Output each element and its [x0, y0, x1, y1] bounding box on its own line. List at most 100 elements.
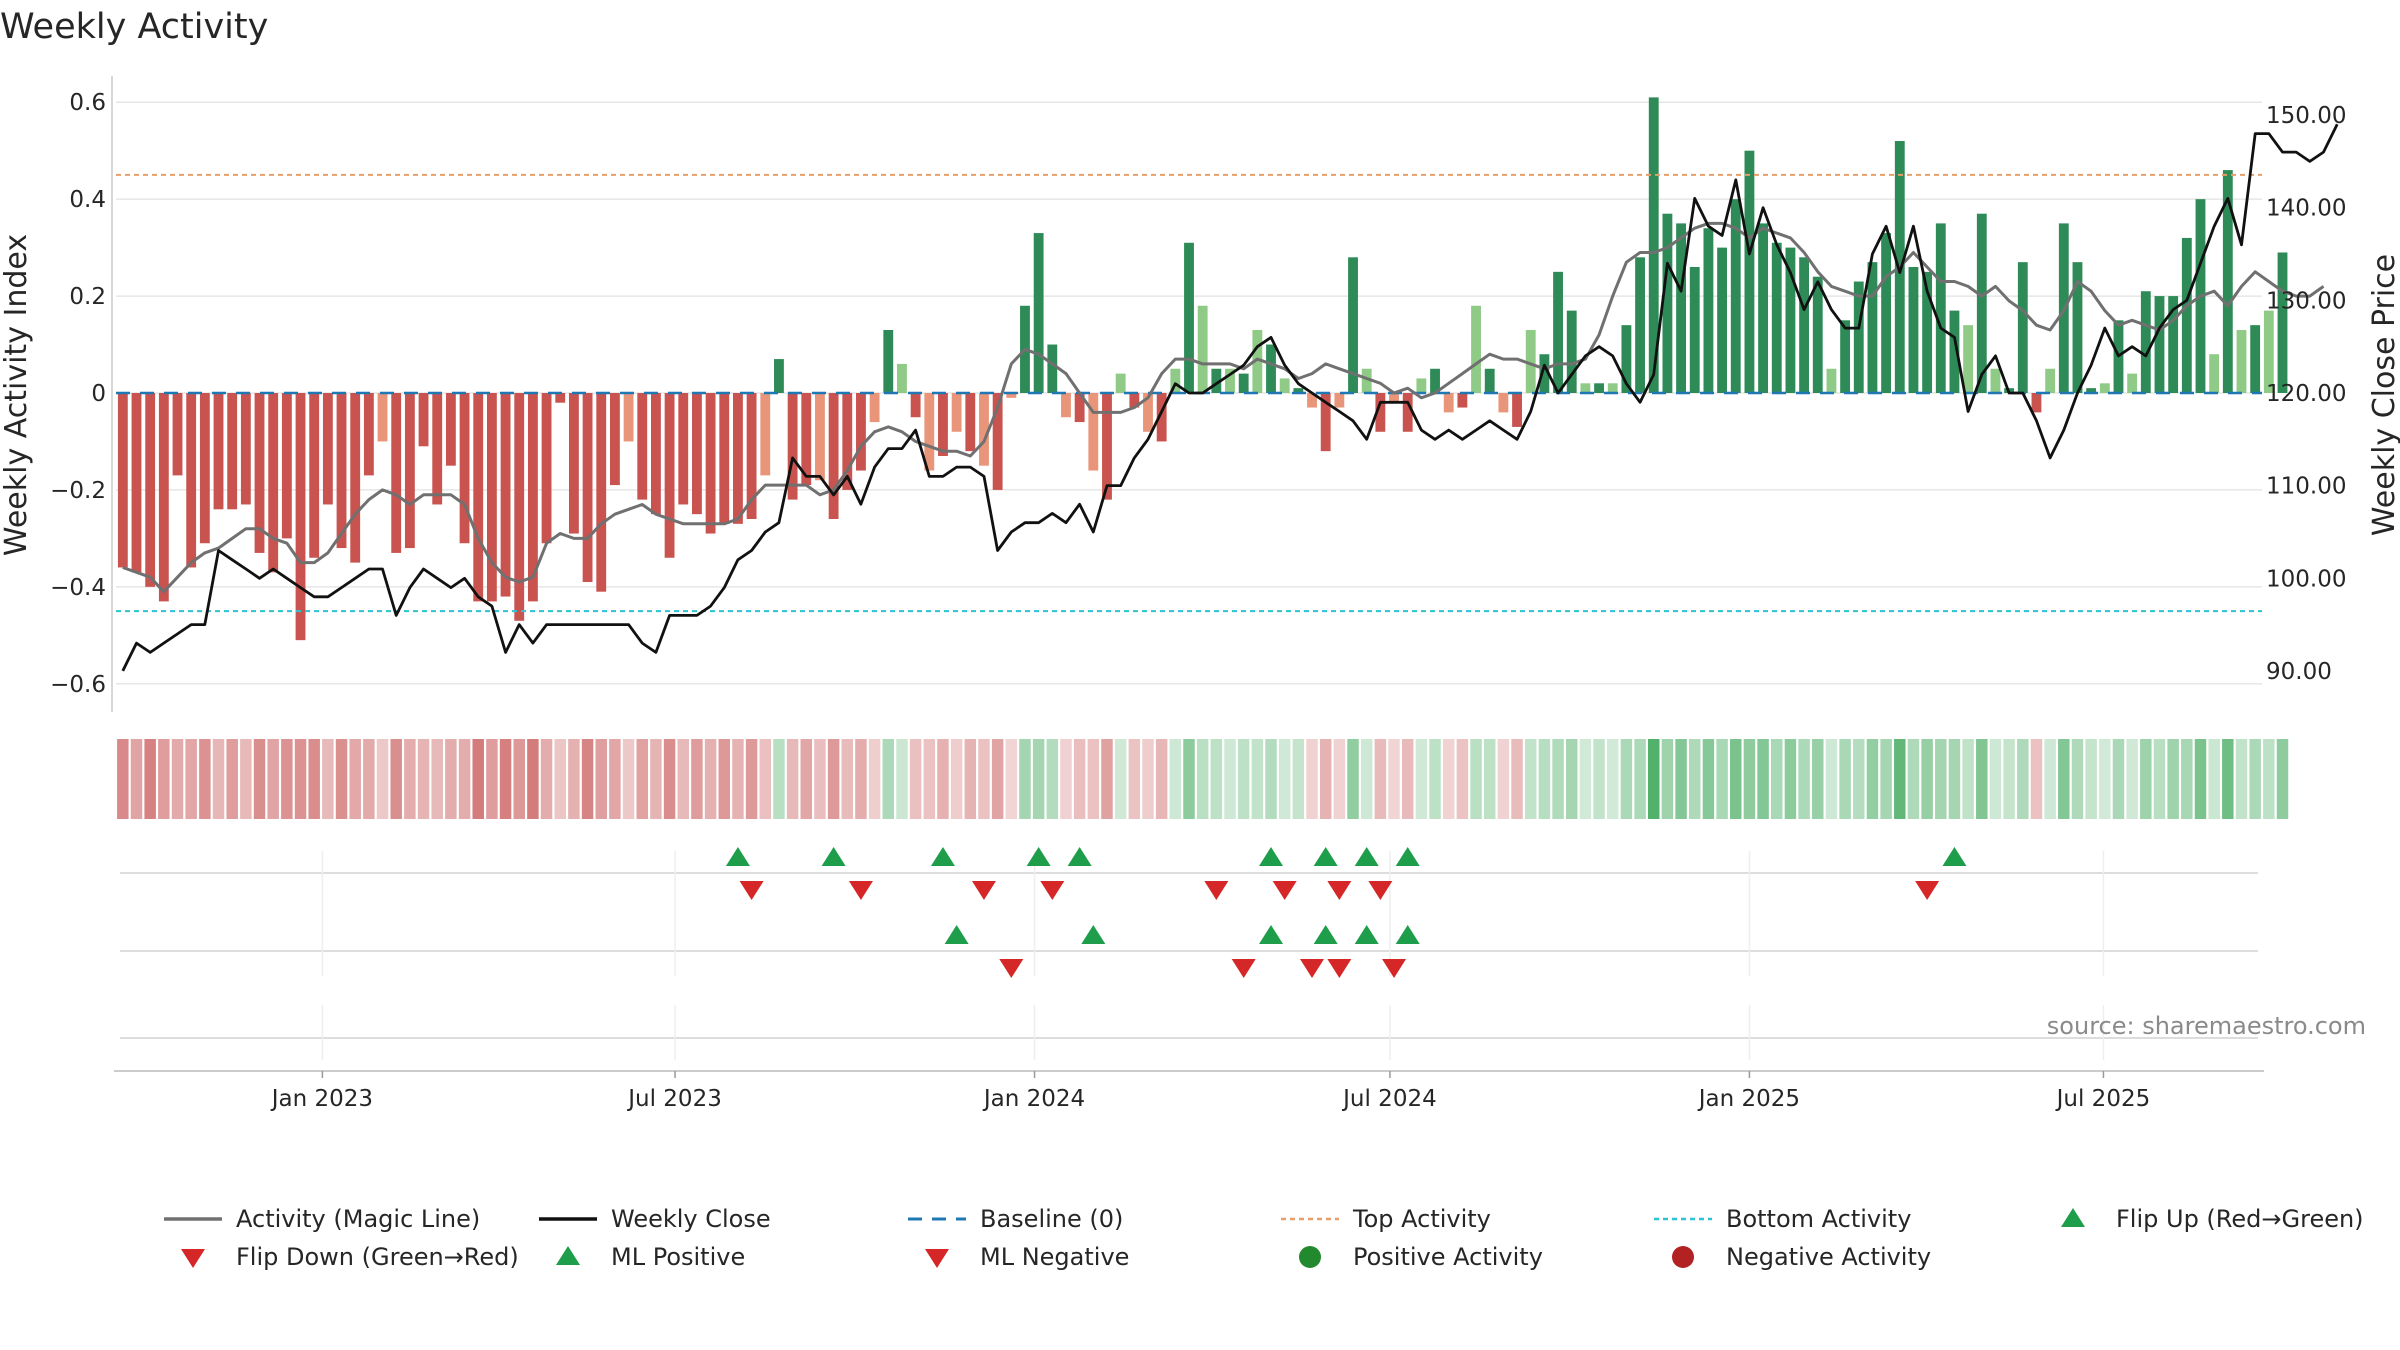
legend-label: Bottom Activity	[1726, 1205, 1911, 1233]
left-tick-label: 0	[91, 381, 106, 407]
activity-bar	[2140, 291, 2151, 393]
activity-bar	[1389, 393, 1399, 403]
activity-bar	[1307, 393, 1317, 408]
activity-bar	[1334, 393, 1345, 408]
strip-cell	[1579, 739, 1592, 819]
flip-up-marker	[821, 847, 846, 866]
activity-bar	[760, 393, 771, 476]
activity-bar	[1594, 383, 1604, 393]
strip-cell	[677, 739, 689, 819]
activity-bar	[1703, 228, 1714, 393]
activity-bar	[596, 393, 607, 592]
activity-bar	[1471, 305, 1481, 393]
activity-bar	[322, 393, 333, 505]
legend-swatch-circle	[1672, 1246, 1694, 1268]
activity-bar	[1908, 267, 1919, 393]
activity-bar	[609, 393, 620, 486]
strip-cell	[1798, 739, 1810, 819]
activity-bar	[883, 330, 894, 393]
strip-cell	[1470, 739, 1482, 819]
strip-cell	[513, 739, 525, 819]
activity-bar	[1826, 368, 1837, 393]
ml-positive-marker	[944, 925, 969, 944]
strip-cell	[595, 739, 607, 819]
strip-cell	[2058, 739, 2070, 819]
activity-bar	[992, 393, 1003, 490]
activity-bar	[2127, 373, 2138, 393]
activity-bar	[1539, 354, 1550, 393]
activity-bar	[336, 393, 347, 549]
strip-cell	[732, 739, 744, 819]
activity-bar	[227, 393, 238, 510]
legend-item: Flip Down (Green→Red)	[181, 1243, 519, 1271]
strip-cell	[1565, 739, 1578, 819]
activity-bar	[637, 393, 648, 500]
activity-bar	[145, 393, 156, 587]
strip-cell	[909, 739, 922, 819]
strip-cell	[1552, 739, 1564, 819]
strip-cell	[1005, 739, 1018, 819]
legend: Activity (Magic Line) Weekly Close Baselin…	[164, 1205, 2364, 1271]
strip-cell	[1757, 739, 1769, 819]
strip-cell	[1921, 739, 1933, 819]
activity-bar	[1990, 368, 2001, 393]
flip-up-marker	[1026, 847, 1051, 866]
x-tick-label: Jul 2024	[1341, 1086, 1437, 1112]
activity-bar	[1402, 393, 1413, 432]
activity-bar	[842, 393, 853, 490]
activity-bar	[1375, 393, 1386, 432]
strip-cell	[786, 739, 799, 819]
activity-bar	[1184, 242, 1194, 393]
left-tick-label: −0.2	[50, 478, 106, 504]
strip-cell	[2167, 739, 2179, 819]
strip-cell	[1060, 739, 1072, 819]
activity-bar	[1785, 247, 1796, 393]
activity-bar	[2154, 296, 2165, 393]
legend-item: Bottom Activity	[1654, 1205, 1911, 1233]
flip-down-marker	[1204, 881, 1229, 900]
activity-bar	[363, 393, 374, 476]
activity-bar	[445, 393, 456, 466]
activity-bar	[1771, 242, 1782, 393]
signal-panels	[120, 847, 2258, 1060]
activity-bar	[309, 393, 320, 558]
strip-cell	[2181, 739, 2193, 819]
legend-label: Flip Up (Red→Green)	[2116, 1205, 2364, 1233]
activity-bar	[1047, 344, 1058, 393]
flip-up-marker	[1395, 847, 1420, 866]
strip-cell	[1866, 739, 1879, 819]
legend-swatch-circle	[1299, 1246, 1321, 1268]
activity-bar	[787, 393, 798, 500]
activity-bar	[692, 393, 702, 515]
activity-bar	[828, 393, 839, 519]
activity-bar	[391, 393, 402, 553]
right-tick-label: 140.00	[2266, 196, 2346, 222]
strip-cell	[1948, 739, 1961, 819]
activity-bar	[486, 393, 497, 602]
activity-bar	[432, 393, 443, 505]
left-tick-label: −0.6	[50, 672, 106, 698]
strip-cell	[404, 739, 416, 819]
flip-up-marker	[1067, 847, 1092, 866]
strip-cell	[1784, 739, 1797, 819]
strip-cell	[2003, 739, 2015, 819]
activity-bar	[404, 393, 415, 549]
activity-bar	[199, 393, 210, 544]
legend-item: Negative Activity	[1672, 1243, 1931, 1271]
strip-cell	[2140, 739, 2152, 819]
strip-cell	[1689, 739, 1701, 819]
activity-bar	[1238, 373, 1249, 393]
strip-cell	[431, 739, 443, 819]
activity-bar	[1293, 388, 1304, 393]
activity-bar	[1881, 233, 1892, 393]
strip-cell	[1046, 739, 1059, 819]
strip-cell	[1224, 739, 1236, 819]
strip-cell	[650, 739, 662, 819]
x-axis: Jan 2023 Jul 2023 Jan 2024 Jul 2024 Jan 2025…	[114, 1070, 2264, 1112]
strip-cell	[417, 739, 430, 819]
flip-down-marker	[971, 881, 996, 900]
strip-cell	[240, 739, 252, 819]
activity-bar	[1648, 97, 1659, 393]
activity-bar	[186, 393, 197, 568]
strip-cell	[472, 739, 484, 819]
